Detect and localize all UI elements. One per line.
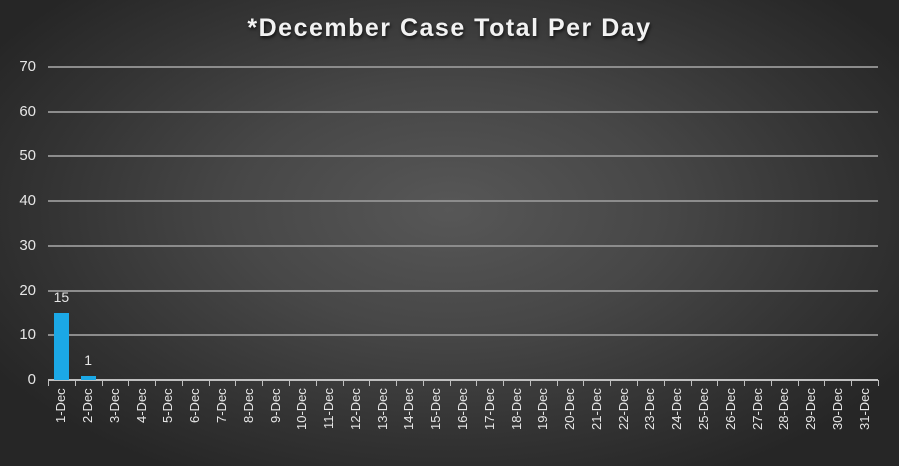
x-tick-label: 4-Dec bbox=[133, 388, 149, 423]
gridline bbox=[48, 155, 878, 158]
x-tick-mark bbox=[181, 380, 183, 386]
x-tick-mark bbox=[315, 380, 317, 386]
x-tick-label: 11-Dec bbox=[321, 388, 337, 429]
data-label: 15 bbox=[53, 288, 70, 305]
x-tick-mark bbox=[851, 380, 853, 386]
x-tick-label: 14-Dec bbox=[401, 388, 417, 430]
x-tick-label: 10-Dec bbox=[294, 388, 310, 430]
x-tick-mark bbox=[262, 380, 264, 386]
x-tick-label: 31-Dec bbox=[856, 388, 872, 430]
y-tick-label: 20 bbox=[19, 281, 36, 299]
x-tick-label: 13-Dec bbox=[374, 388, 390, 430]
x-tick-mark bbox=[155, 380, 157, 386]
x-tick-label: 5-Dec bbox=[160, 388, 176, 423]
x-tick-label: 17-Dec bbox=[481, 388, 497, 430]
x-tick-mark bbox=[101, 380, 103, 386]
y-tick-label: 70 bbox=[19, 58, 36, 75]
x-tick-label: 6-Dec bbox=[187, 388, 203, 423]
x-tick-mark bbox=[128, 380, 130, 386]
x-tick-label: 16-Dec bbox=[455, 388, 470, 430]
plot-area bbox=[48, 67, 878, 380]
x-tick-label: 22-Dec bbox=[615, 388, 631, 430]
y-tick-label: 50 bbox=[19, 147, 36, 165]
x-tick-mark bbox=[878, 380, 879, 386]
x-axis-line bbox=[48, 379, 878, 381]
x-tick-mark bbox=[503, 380, 505, 386]
x-tick-label: 15-Dec bbox=[428, 388, 444, 430]
gridline bbox=[48, 110, 878, 113]
x-tick-label: 9-Dec bbox=[267, 388, 283, 423]
x-tick-label: 23-Dec bbox=[642, 388, 658, 430]
bar bbox=[80, 375, 96, 380]
x-tick-label: 29-Dec bbox=[803, 388, 819, 430]
x-tick-mark bbox=[74, 380, 76, 386]
x-tick-label: 18-Dec bbox=[508, 388, 524, 430]
x-tick-mark bbox=[288, 380, 290, 386]
x-tick-mark bbox=[663, 380, 665, 386]
x-tick-mark bbox=[717, 380, 719, 386]
x-tick-label: 30-Dec bbox=[829, 388, 845, 430]
x-tick-mark bbox=[476, 380, 478, 386]
x-tick-mark bbox=[449, 380, 451, 386]
gridline bbox=[48, 334, 878, 337]
x-tick-mark bbox=[610, 380, 612, 386]
x-tick-mark bbox=[342, 380, 344, 386]
x-tick-label: 25-Dec bbox=[695, 388, 711, 430]
data-label: 1 bbox=[84, 351, 93, 368]
x-tick-mark bbox=[770, 380, 772, 386]
x-tick-label: 12-Dec bbox=[347, 388, 363, 430]
x-tick-label: 2-Dec bbox=[80, 388, 96, 423]
x-tick-label: 20-Dec bbox=[562, 388, 578, 430]
x-tick-label: 3-Dec bbox=[106, 388, 122, 423]
gridline bbox=[48, 289, 878, 292]
x-tick-label: 1-Dec bbox=[53, 388, 69, 423]
y-tick-label: 0 bbox=[27, 371, 36, 388]
x-tick-label: 21-Dec bbox=[588, 388, 604, 430]
gridline bbox=[48, 66, 878, 68]
x-tick-label: 28-Dec bbox=[776, 388, 792, 430]
x-tick-mark bbox=[529, 380, 531, 386]
x-tick-mark bbox=[396, 380, 398, 386]
x-tick-mark bbox=[369, 380, 371, 386]
x-tick-mark bbox=[583, 380, 585, 386]
x-tick-mark bbox=[422, 380, 424, 386]
x-tick-mark bbox=[637, 380, 639, 386]
x-tick-label: 24-Dec bbox=[669, 388, 685, 430]
x-tick-label: 7-Dec bbox=[214, 388, 230, 423]
x-tick-mark bbox=[744, 380, 746, 386]
x-tick-mark bbox=[556, 380, 558, 386]
y-tick-label: 30 bbox=[19, 236, 36, 254]
y-tick-label: 40 bbox=[19, 192, 36, 210]
x-tick-mark bbox=[797, 380, 799, 386]
x-tick-label: 26-Dec bbox=[722, 388, 738, 430]
chart-title: *December Case Total Per Day bbox=[247, 14, 652, 42]
gridline bbox=[48, 244, 878, 247]
y-tick-label: 10 bbox=[19, 326, 36, 344]
x-tick-mark bbox=[208, 380, 210, 386]
x-tick-mark bbox=[690, 380, 692, 386]
y-tick-label: 60 bbox=[19, 102, 36, 120]
x-tick-mark bbox=[235, 380, 237, 386]
x-tick-label: 27-Dec bbox=[749, 388, 765, 430]
x-tick-mark bbox=[824, 380, 826, 386]
x-tick-mark bbox=[48, 380, 49, 386]
gridline bbox=[48, 200, 878, 203]
x-tick-label: 19-Dec bbox=[535, 388, 551, 430]
bar bbox=[54, 312, 69, 380]
x-tick-label: 8-Dec bbox=[240, 388, 256, 423]
